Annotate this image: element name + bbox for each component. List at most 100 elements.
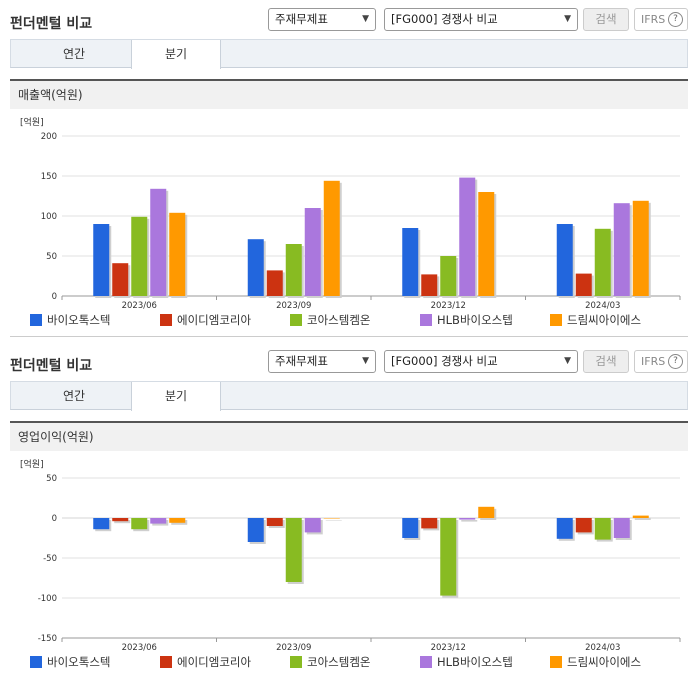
y-tick-label: -100 xyxy=(38,594,57,604)
period-tabs: 연간 분기 xyxy=(10,381,688,411)
legend-label: 드림씨아이에스 xyxy=(567,313,642,327)
legend-item[interactable]: 에이디엠코리아 xyxy=(160,654,251,670)
bar xyxy=(632,515,649,518)
ifrs-label: IFRS xyxy=(641,13,666,26)
bar xyxy=(556,224,573,296)
x-tick-label: 2023/06 xyxy=(122,301,157,310)
search-button[interactable]: 검색 xyxy=(583,8,629,31)
legend-item[interactable]: 에이디엠코리아 xyxy=(160,312,251,328)
bar xyxy=(613,203,630,296)
bar xyxy=(594,518,611,540)
y-tick-label: 0 xyxy=(52,292,57,302)
y-tick-label: -50 xyxy=(43,554,57,564)
bar xyxy=(440,518,457,596)
bar-shadow xyxy=(114,520,131,524)
comparison-group-value: [FG000] 경쟁사 비교 xyxy=(391,12,498,26)
section-title: 영업이익(억원) xyxy=(10,421,688,451)
bar xyxy=(304,208,321,296)
bar xyxy=(594,228,611,296)
bar xyxy=(285,518,302,582)
divider xyxy=(10,336,688,337)
chevron-down-icon: ▼ xyxy=(564,356,571,366)
legend-swatch xyxy=(420,314,432,326)
bar xyxy=(266,518,283,526)
bar xyxy=(632,200,649,296)
bar xyxy=(93,224,110,296)
legend-swatch xyxy=(160,656,172,668)
legend-swatch xyxy=(420,656,432,668)
tab-quarterly[interactable]: 분기 xyxy=(131,40,221,69)
bar xyxy=(402,518,419,538)
bar xyxy=(323,180,340,296)
bar xyxy=(575,273,592,296)
legend-label: 에이디엠코리아 xyxy=(177,313,252,327)
legend-label: 코아스템켐온 xyxy=(307,655,371,669)
legend-item[interactable]: 코아스템켐온 xyxy=(290,654,370,670)
bar-shadow xyxy=(461,520,478,522)
y-tick-label: 50 xyxy=(46,474,57,484)
x-tick-label: 2023/12 xyxy=(431,301,466,310)
bar xyxy=(112,263,129,296)
bar xyxy=(575,518,592,533)
legend-item[interactable]: 바이오톡스텍 xyxy=(30,312,110,328)
search-button[interactable]: 검색 xyxy=(583,350,629,373)
legend-label: 에이디엠코리아 xyxy=(177,655,252,669)
legend-item[interactable]: HLB바이오스텝 xyxy=(420,312,513,328)
bar xyxy=(613,518,630,538)
x-tick-label: 2024/03 xyxy=(585,301,620,310)
legend-label: 바이오톡스텍 xyxy=(47,313,111,327)
panel-title: 펀더멘털 비교 xyxy=(10,358,93,374)
y-tick-label: -150 xyxy=(38,634,57,644)
bar xyxy=(131,216,148,296)
x-tick-label: 2023/06 xyxy=(122,643,157,652)
bar xyxy=(169,518,186,523)
operating-profit-bar-chart: [억원] -150 -100 -50 0 50 2023/06 2023/09 2023/12 2… xyxy=(20,458,681,652)
chart-legend: 바이오톡스텍 에이디엠코리아 코아스템켐온 HLB바이오스텝 드림씨아이에스 xyxy=(30,654,690,670)
ifrs-help-button[interactable]: IFRS ? xyxy=(634,8,688,31)
bar xyxy=(440,256,457,296)
bar xyxy=(112,518,129,522)
legend-label: 드림씨아이에스 xyxy=(567,655,642,669)
bar xyxy=(459,177,476,296)
comparison-group-value: [FG000] 경쟁사 비교 xyxy=(391,354,498,368)
tab-annual[interactable]: 연간 xyxy=(62,47,86,61)
section-title: 매출액(억원) xyxy=(10,79,688,109)
comparison-group-select[interactable]: [FG000] 경쟁사 비교 ▼ xyxy=(384,350,578,373)
legend-item[interactable]: 코아스템켐온 xyxy=(290,312,370,328)
legend-item[interactable]: 드림씨아이에스 xyxy=(550,312,641,328)
ifrs-help-button[interactable]: IFRS ? xyxy=(634,350,688,373)
question-icon: ? xyxy=(668,354,683,369)
statement-type-select[interactable]: 주재무제표 ▼ xyxy=(268,8,376,31)
period-tabs: 연간 분기 xyxy=(10,39,688,69)
y-tick-label: 0 xyxy=(52,514,57,524)
bar xyxy=(93,518,110,530)
legend-swatch xyxy=(290,656,302,668)
x-tick-label: 2023/09 xyxy=(276,301,311,310)
bar xyxy=(131,518,148,530)
legend-item[interactable]: HLB바이오스텝 xyxy=(420,654,513,670)
legend-swatch xyxy=(30,656,42,668)
y-tick-label: 200 xyxy=(41,132,57,142)
bar xyxy=(421,518,438,529)
bar xyxy=(421,274,438,296)
fundamental-panel-revenue: 펀더멘털 비교 주재무제표 ▼ [FG000] 경쟁사 비교 ▼ 검색 IFRS… xyxy=(10,8,690,337)
tab-quarterly[interactable]: 분기 xyxy=(131,382,221,411)
bar xyxy=(478,506,495,518)
y-tick-label: 150 xyxy=(41,172,57,182)
legend-swatch xyxy=(290,314,302,326)
chart-legend: 바이오톡스텍 에이디엠코리아 코아스템켐온 HLB바이오스텝 드림씨아이에스 xyxy=(30,312,690,328)
chevron-down-icon: ▼ xyxy=(362,14,369,24)
chevron-down-icon: ▼ xyxy=(564,14,571,24)
statement-type-select[interactable]: 주재무제표 ▼ xyxy=(268,350,376,373)
question-icon: ? xyxy=(668,12,683,27)
x-tick-label: 2024/03 xyxy=(585,643,620,652)
bar xyxy=(556,518,573,539)
comparison-group-select[interactable]: [FG000] 경쟁사 비교 ▼ xyxy=(384,8,578,31)
legend-item[interactable]: 드림씨아이에스 xyxy=(550,654,641,670)
bar xyxy=(247,518,264,542)
chevron-down-icon: ▼ xyxy=(362,356,369,366)
legend-swatch xyxy=(160,314,172,326)
bar xyxy=(247,239,264,296)
legend-item[interactable]: 바이오톡스텍 xyxy=(30,654,110,670)
tab-annual[interactable]: 연간 xyxy=(62,389,86,403)
